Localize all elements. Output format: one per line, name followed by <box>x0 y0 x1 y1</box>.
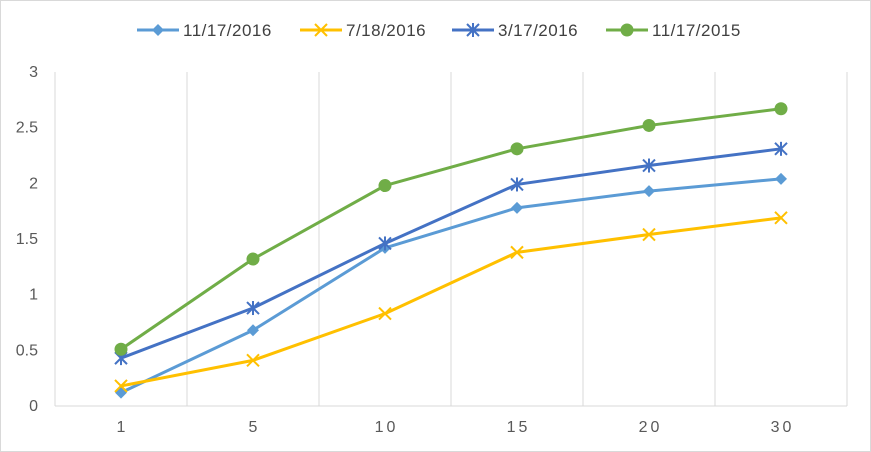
circle-marker <box>620 23 634 37</box>
legend-label: 11/17/2016 <box>183 21 272 40</box>
diamond-marker <box>643 185 655 198</box>
x-tick-label: 20 <box>639 419 663 436</box>
y-tick-label: 0.5 <box>16 342 38 359</box>
circle-marker <box>510 142 524 156</box>
circle-marker <box>114 342 128 356</box>
y-tick-label: 1.5 <box>16 231 38 248</box>
x-marker <box>378 306 392 321</box>
x-tick-label: 15 <box>507 419 531 436</box>
star-marker <box>246 301 260 316</box>
x-marker-stroke <box>378 306 392 321</box>
x-marker-stroke <box>314 23 328 37</box>
circle-marker <box>774 102 788 116</box>
x-marker <box>774 211 788 225</box>
legend-item: 7/18/2016 <box>300 21 426 40</box>
legend: 11/17/2016 7/18/2016 3/17/2016 11/17/2015 <box>137 21 741 40</box>
legend-item: 3/17/2016 <box>452 21 578 40</box>
y-tick-label: 2.5 <box>16 120 38 137</box>
y-axis-ticks: 0 0.5 1 1.5 2 2.5 3 <box>16 64 38 415</box>
circle-marker <box>378 179 392 193</box>
series-line <box>120 147 782 360</box>
legend-label: 11/17/2015 <box>652 21 741 40</box>
legend-label: 3/17/2016 <box>498 21 578 40</box>
legend-item: 11/17/2015 <box>606 21 741 40</box>
circle-marker <box>246 252 260 266</box>
x-tick-label: 5 <box>249 419 261 436</box>
y-tick-label: 2 <box>29 175 38 192</box>
star-marker <box>774 141 788 156</box>
star-marker <box>466 23 480 37</box>
star-marker <box>378 236 392 251</box>
x-marker <box>314 23 328 37</box>
legend-item: 11/17/2016 <box>137 21 272 40</box>
y-tick-label: 3 <box>29 64 38 81</box>
x-marker-stroke <box>510 245 524 260</box>
y-tick-label: 1 <box>29 287 38 304</box>
x-marker <box>510 245 524 260</box>
series-layer <box>114 102 788 399</box>
x-tick-label: 30 <box>771 419 795 436</box>
x-tick-label: 1 <box>117 419 129 436</box>
x-marker-stroke <box>114 379 128 393</box>
x-marker <box>114 379 128 393</box>
x-marker <box>642 227 656 242</box>
y-tick-label: 0 <box>29 398 38 415</box>
x-marker-stroke <box>246 353 260 368</box>
x-marker <box>246 353 260 368</box>
x-tick-label: 10 <box>375 419 399 436</box>
x-marker-stroke <box>642 227 656 242</box>
gridlines <box>54 72 848 407</box>
circle-marker <box>642 118 656 132</box>
series-3-17-2016 <box>114 141 788 366</box>
diamond-marker <box>152 24 164 36</box>
x-axis-ticks: 1 5 10 15 20 30 <box>117 419 795 436</box>
diamond-marker <box>775 172 787 185</box>
series-11-17-2015 <box>114 102 788 356</box>
series-7-18-2016 <box>114 211 788 393</box>
x-marker-stroke <box>774 211 788 225</box>
diamond-marker <box>511 201 523 214</box>
series-line <box>120 177 782 394</box>
series-line <box>120 107 782 351</box>
diamond-marker <box>115 386 127 399</box>
star-marker <box>510 177 524 192</box>
legend-label: 7/18/2016 <box>346 21 426 40</box>
star-marker <box>642 158 656 173</box>
series-line <box>120 216 782 388</box>
diamond-marker <box>247 324 259 337</box>
